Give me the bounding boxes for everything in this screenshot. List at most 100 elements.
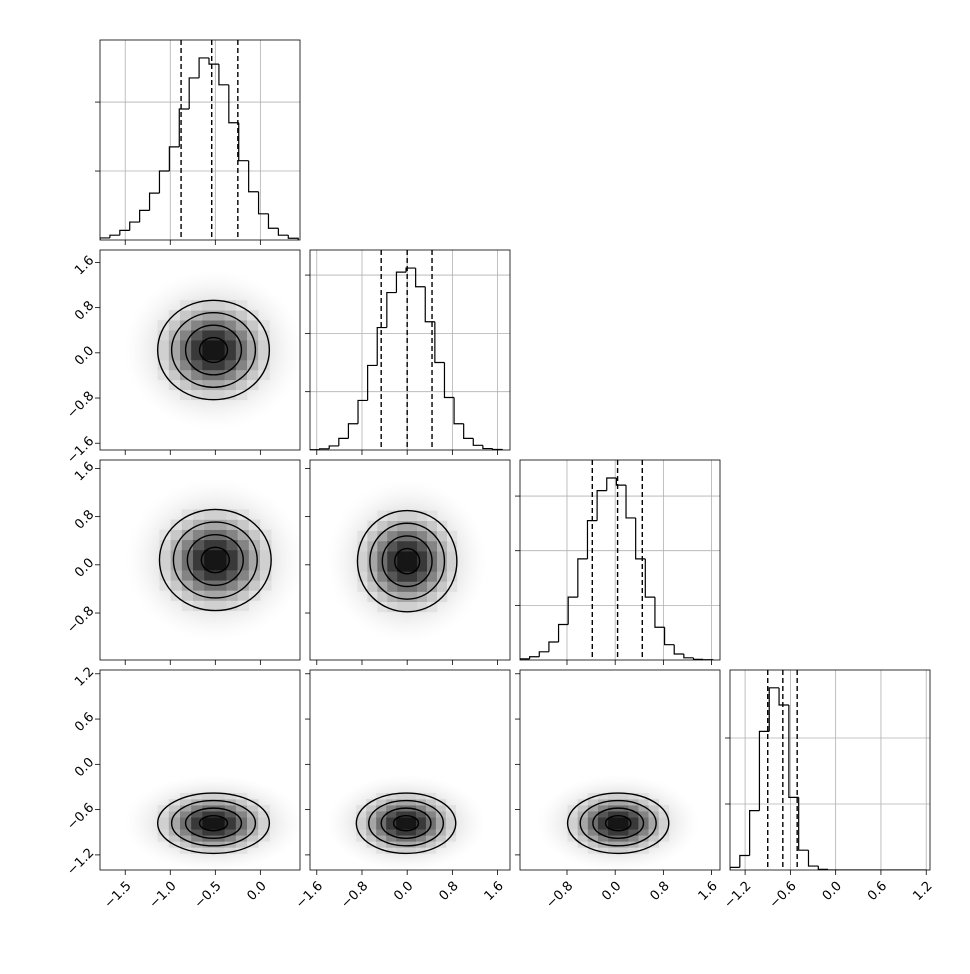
density-cell [215, 590, 226, 600]
hist-bin [636, 518, 646, 559]
y-tick-label: 0.8 [72, 298, 97, 323]
density-cell [396, 841, 406, 847]
hist-bin [539, 652, 549, 657]
density-cell [247, 817, 258, 823]
density-cell [158, 823, 169, 829]
y-tick-label: 0.8 [72, 507, 97, 532]
density-cell [407, 521, 417, 531]
density-cell [247, 350, 258, 360]
density-cell [649, 823, 659, 829]
density-cell [180, 330, 191, 340]
density-cell [386, 811, 396, 817]
density-cell [437, 551, 447, 561]
hist-bin [464, 424, 474, 439]
density-cell [202, 300, 213, 310]
y-tick-label: −0.8 [64, 389, 97, 422]
density-cell [202, 310, 213, 320]
axes-frame [310, 250, 510, 450]
density-cell [226, 570, 237, 580]
density-cell [397, 511, 407, 521]
density-cell [436, 817, 446, 823]
hist-bin [249, 161, 259, 192]
density-cell [578, 823, 588, 829]
hist-bin [779, 688, 789, 705]
panel [100, 40, 300, 240]
hist-bin [209, 58, 219, 64]
density-cell [367, 551, 377, 561]
density-cell [366, 823, 376, 829]
density-cell [171, 560, 182, 570]
density-cell [191, 320, 202, 330]
density-cell [436, 823, 446, 829]
density-cell [191, 360, 202, 370]
x-tick-label: −0.6 [767, 879, 800, 912]
hist-bin [750, 811, 760, 856]
y-tick-label: 0.0 [72, 344, 97, 369]
hist-bin [693, 658, 703, 660]
density-cell [416, 811, 426, 817]
hist-bin [416, 268, 426, 287]
y-tick-label: −0.8 [64, 604, 97, 637]
density-cell [247, 823, 258, 829]
density-cell [397, 592, 407, 602]
y-tick-label: −1.6 [64, 434, 97, 467]
density-cell [397, 521, 407, 531]
panel [326, 775, 485, 872]
density-cell [202, 841, 213, 847]
density-cell [598, 811, 608, 817]
density-cell [387, 541, 397, 551]
density-cell [226, 540, 237, 550]
density-cell [193, 530, 204, 540]
density-cell [193, 580, 204, 590]
hist-bin [189, 78, 199, 109]
density-cell [406, 841, 416, 847]
density-cell [649, 817, 659, 823]
density-cell [238, 580, 249, 590]
density-cell [236, 330, 247, 340]
y-tick-label: 0.6 [72, 710, 97, 735]
density-cell [356, 823, 366, 829]
density-cell [193, 540, 204, 550]
hist-bin [387, 293, 397, 328]
x-tick-label: 1.2 [910, 879, 935, 904]
density-cell [236, 811, 247, 817]
density-cell [247, 340, 258, 350]
hist-bin [597, 491, 607, 521]
density-cell [437, 561, 447, 571]
density-cell [182, 570, 193, 580]
density-cell [376, 829, 386, 835]
density-cell [426, 811, 436, 817]
density-cell [377, 571, 387, 581]
panel [328, 480, 487, 642]
density-cell [169, 350, 180, 360]
y-tick-label: 0.0 [72, 556, 97, 581]
hist-bin [150, 193, 160, 210]
axes-frame [520, 460, 720, 660]
panel [730, 670, 930, 870]
hist-bin [530, 657, 540, 659]
panel [310, 250, 510, 450]
density-cell [407, 511, 417, 521]
hist-bin [120, 230, 130, 235]
density-cell [204, 590, 215, 600]
y-tick-label: −0.6 [64, 800, 97, 833]
x-tick-label: 0.0 [391, 879, 416, 904]
density-cell [628, 811, 638, 817]
density-cell [204, 520, 215, 530]
hist-bin [425, 287, 435, 322]
x-tick-label: 1.6 [482, 879, 507, 904]
density-cell [191, 370, 202, 380]
density-cell [215, 520, 226, 530]
x-tick-label: −1.2 [721, 879, 754, 912]
density-cell [158, 350, 169, 360]
y-tick-label: −1.2 [64, 846, 97, 879]
hist-bin [454, 398, 464, 424]
density-cell [608, 841, 618, 847]
hist-bin [674, 645, 684, 654]
x-tick-label: −1.6 [293, 879, 326, 912]
y-tick-label: 0.0 [72, 755, 97, 780]
hist-bin [483, 445, 493, 448]
density-cell [180, 829, 191, 835]
